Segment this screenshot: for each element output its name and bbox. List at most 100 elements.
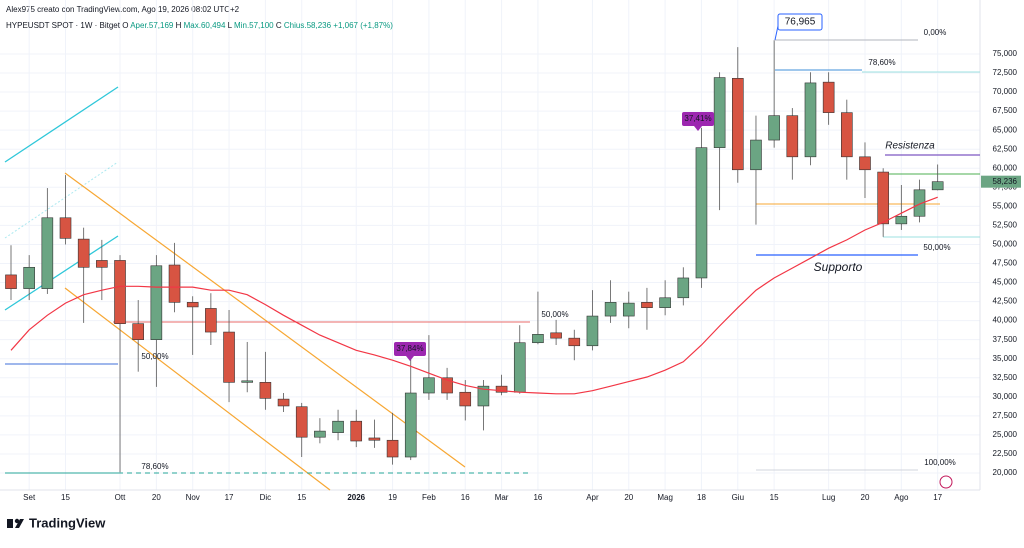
candle-body	[96, 260, 108, 268]
annotation-box	[682, 112, 714, 126]
y-tick-label: 25,000	[993, 430, 1018, 439]
x-tick-label: 15	[61, 493, 70, 502]
channel-line	[64, 172, 466, 468]
candle-body	[513, 342, 526, 393]
y-tick-label: 52,500	[993, 220, 1018, 229]
candle-body	[495, 385, 508, 393]
y-tick-label: 72,500	[993, 68, 1018, 77]
channel-line	[64, 287, 331, 491]
candle-body	[931, 181, 944, 191]
candle-body	[223, 331, 235, 383]
event-icon[interactable]	[939, 475, 953, 489]
x-tick-label: 20	[861, 493, 870, 502]
annotation: 37,41%	[684, 114, 711, 123]
candle-body	[259, 382, 272, 399]
candle-body	[677, 277, 690, 299]
candle-body	[459, 391, 472, 407]
brand: TradingView	[29, 515, 106, 530]
candle-body	[895, 215, 908, 225]
header-part: Min.57,100	[234, 21, 274, 30]
annotation-pointer	[774, 25, 779, 41]
candle-body	[168, 264, 181, 303]
candle-body	[23, 266, 35, 289]
annotation: 37,84%	[396, 344, 423, 353]
header-part: +1,067 (+1,87%)	[333, 21, 393, 30]
x-tick-label: 18	[697, 493, 706, 502]
y-tick-label: 20,000	[993, 468, 1018, 477]
annotation-pointer	[694, 126, 702, 131]
x-tick-label: 16	[461, 493, 470, 502]
candle-body	[241, 380, 254, 383]
candle-body	[114, 260, 126, 324]
candle-body	[314, 430, 326, 438]
candle-body	[731, 78, 744, 171]
y-tick-label: 47,500	[993, 259, 1018, 268]
x-tick-label: Mag	[657, 493, 673, 502]
y-tick-label: 50,000	[993, 240, 1018, 249]
moving-average	[10, 196, 938, 395]
candle-body	[750, 139, 762, 171]
candle-body	[841, 112, 853, 158]
y-tick-label: 67,500	[993, 106, 1018, 115]
annotation: 50,00%	[141, 352, 168, 361]
y-tick-label: 35,000	[993, 354, 1018, 363]
header-part: Max.60,494	[184, 21, 226, 30]
x-tick-label: Giu	[732, 493, 744, 502]
candle-body	[713, 77, 726, 148]
candle-body	[822, 81, 835, 113]
x-tick-label: 2026	[347, 493, 365, 502]
y-tick-label: 62,500	[993, 144, 1018, 153]
candle-body	[332, 420, 344, 433]
last-price-tag	[981, 175, 1021, 188]
header-part: O	[122, 21, 128, 30]
x-tick-label: 17	[225, 493, 234, 502]
candle-body	[295, 406, 308, 438]
y-tick-label: 27,500	[993, 411, 1018, 420]
channel-line	[4, 235, 119, 311]
header-part: H	[176, 21, 182, 30]
logo-mark	[15, 519, 24, 528]
candle-body	[368, 437, 381, 441]
x-tick-label: Set	[23, 493, 36, 502]
x-tick-label: Mar	[495, 493, 509, 502]
candle-body	[150, 265, 163, 340]
candle-body	[205, 308, 217, 333]
annotation: 50,00%	[923, 243, 950, 252]
annotation: 100,00%	[924, 458, 956, 467]
x-tick-label: 16	[533, 493, 542, 502]
y-tick-label: 22,500	[993, 449, 1018, 458]
candle-body	[695, 147, 708, 279]
annotation: Resistenza	[885, 141, 935, 152]
channel-line	[4, 161, 119, 239]
candle-body	[804, 82, 817, 158]
x-tick-label: Apr	[586, 493, 599, 502]
last-price-label: 58,236	[993, 177, 1018, 186]
y-tick-label: 60,000	[993, 163, 1018, 172]
candle-body	[659, 297, 671, 308]
grid	[0, 0, 980, 490]
candle-body	[568, 337, 581, 347]
annotation: 76,965	[785, 17, 816, 28]
logo-mark	[7, 519, 13, 528]
candle-body	[41, 217, 54, 289]
candle-body	[423, 377, 435, 394]
x-tick-label: Lug	[822, 493, 835, 502]
x-tick-label: Ago	[894, 493, 909, 502]
annotation: 78,60%	[141, 462, 168, 471]
header-part: L	[228, 21, 233, 30]
candle-body	[913, 189, 926, 217]
candle-body	[641, 302, 653, 308]
x-tick-label: 20	[152, 493, 161, 502]
candle-body	[404, 392, 417, 458]
x-tick-label: 15	[770, 493, 779, 502]
drawings	[0, 0, 981, 491]
annotation-pointer	[406, 356, 414, 361]
logo-mark	[14, 518, 20, 524]
y-tick-label: 30,000	[993, 392, 1018, 401]
candle-body	[59, 217, 72, 239]
y-tick-label: 55,000	[993, 201, 1018, 210]
candle-body	[877, 171, 889, 225]
candle-body	[477, 385, 490, 407]
header-part: Chius.58,236	[284, 21, 332, 30]
